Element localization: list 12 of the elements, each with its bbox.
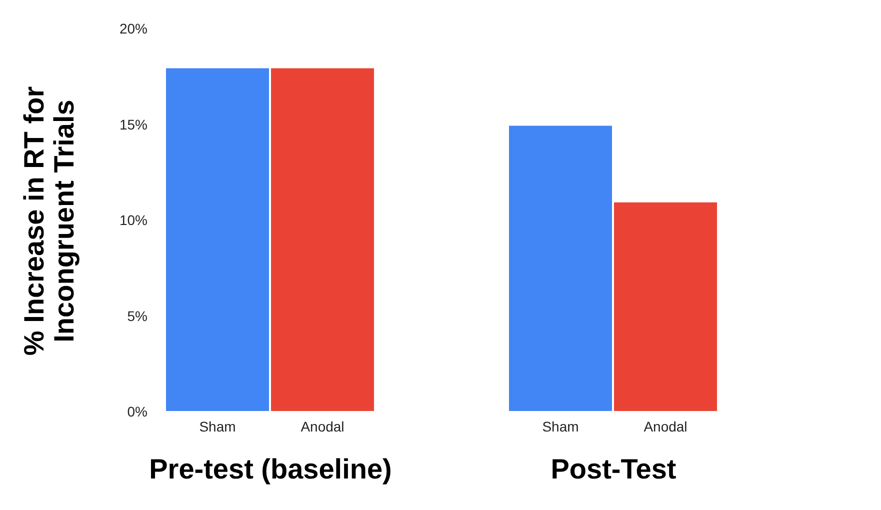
y-tick-label: 10% — [119, 212, 148, 228]
y-axis-title: % Increase in RT for Incongruent Trials — [18, 86, 80, 356]
x-tick-label: Anodal — [644, 418, 688, 434]
x-tick-label: Sham — [199, 418, 236, 434]
x-axis-title: Pre-test (baseline) — [149, 454, 392, 484]
x-tick-label: Anodal — [300, 418, 344, 434]
x-axis-title: Post-Test — [550, 454, 676, 484]
y-tick-label: 20% — [119, 20, 148, 36]
x-tick-label: Sham — [542, 418, 579, 434]
y-tick-label: 15% — [119, 116, 148, 132]
y-tick-label: 0% — [127, 404, 148, 420]
y-tick-label: 5% — [127, 308, 148, 324]
